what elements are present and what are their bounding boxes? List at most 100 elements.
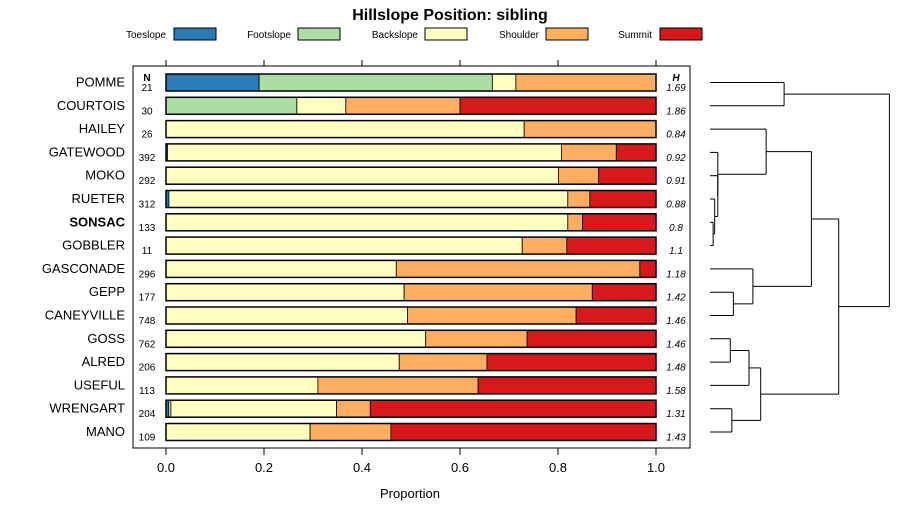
x-tick-label: 0.2 [255, 460, 273, 475]
bar-segment-shoulder [567, 190, 591, 208]
x-axis-label: Proportion [380, 486, 440, 501]
bar-outline [165, 73, 657, 92]
bar-segment-summit [459, 96, 657, 115]
bar-segment-backslope [165, 306, 408, 325]
h-value: 1.18 [666, 269, 686, 280]
h-value: 0.91 [666, 176, 685, 187]
bar-segment-backslope [165, 259, 397, 278]
row-label: CANEYVILLE [45, 308, 126, 323]
bar-segment-summit [639, 259, 657, 278]
bar-outline [165, 143, 657, 162]
bar-segment-shoulder [398, 353, 488, 372]
legend-swatch [424, 27, 468, 41]
bar-outline [165, 306, 657, 325]
row-label: MOKO [85, 168, 125, 183]
row-label: ALRED [82, 354, 125, 369]
legend-label: Toeslope [126, 30, 166, 41]
legend: Toeslope Footslope Backslope Shoulder Summit [126, 27, 703, 41]
bar-row: RUETER 312 0.88 [72, 189, 686, 211]
row-label: HAILEY [79, 121, 126, 136]
row-label: WRENGART [49, 401, 125, 416]
bar-segment-shoulder [521, 236, 568, 255]
bar-segment-shoulder [403, 283, 593, 302]
bar-segment-backslope [165, 236, 523, 255]
bar-segment-shoulder [567, 213, 583, 232]
h-value: 1.58 [666, 386, 686, 397]
bar-segment-backslope [165, 353, 400, 372]
bar-row: GOBBLER 11 1.1 [62, 236, 683, 257]
bar-segment-backslope [168, 190, 569, 208]
bar-segment-shoulder [523, 120, 657, 138]
legend-label: Backslope [372, 30, 419, 41]
h-value: 1.48 [666, 363, 686, 374]
n-value: 133 [139, 223, 156, 234]
bar-row: MOKO 292 0.91 [85, 166, 686, 187]
n-value: 177 [139, 293, 156, 304]
row-label: GOBBLER [62, 238, 125, 253]
n-value: 113 [139, 386, 155, 397]
legend-swatch [545, 27, 589, 41]
row-label: GASCONADE [42, 261, 125, 276]
bar-segment-shoulder [395, 259, 641, 278]
bar-outline [165, 96, 657, 116]
bar-row: GEPP 177 1.42 [89, 282, 686, 304]
bar-outline [165, 329, 657, 349]
legend-swatch [173, 27, 217, 41]
bar-row: GOSS 762 1.46 [87, 329, 686, 350]
bar-outline [165, 352, 657, 372]
bar-segment-backslope [167, 143, 562, 162]
bar-segment-shoulder [425, 329, 528, 348]
bar-segment-footslope [165, 96, 298, 115]
bar-segment-backslope [296, 96, 347, 115]
n-value: 11 [142, 246, 153, 257]
x-tick-label: 0.6 [451, 460, 469, 475]
bar-segment-toeslope [165, 73, 260, 92]
bar-segment-summit [582, 213, 657, 232]
bar-segment-shoulder [345, 96, 461, 115]
n-value: 296 [139, 269, 156, 280]
legend-label: Shoulder [499, 30, 540, 41]
n-value: 204 [139, 409, 156, 420]
plot-frame [132, 65, 691, 449]
bar-segment-footslope [258, 73, 493, 92]
bar-row: CANEYVILLE 748 1.46 [45, 306, 686, 327]
bar-segment-summit [390, 423, 657, 441]
n-value: 292 [139, 176, 156, 187]
n-value: 21 [141, 83, 153, 94]
row-label: GEPP [89, 284, 125, 299]
h-value: 0.84 [666, 130, 686, 141]
bar-segment-shoulder [561, 143, 617, 162]
bar-row: ALRED 206 1.48 [82, 352, 686, 374]
n-column-header: N [143, 73, 150, 84]
bar-segment-backslope [170, 399, 337, 418]
bar-segment-backslope [165, 166, 559, 185]
chart-title: Hillslope Position: sibling [352, 7, 548, 24]
bar-segment-summit [486, 353, 657, 372]
n-value: 748 [139, 316, 156, 327]
bar-segment-summit [591, 283, 657, 302]
bar-segment-summit [598, 166, 657, 185]
bar-row: USEFUL 113 1.58 [74, 376, 686, 397]
bar-segment-backslope [165, 120, 525, 138]
bar-outline [165, 422, 657, 442]
bar-row: GASCONADE 296 1.18 [42, 259, 686, 280]
bar-outline [165, 189, 657, 209]
bar-row: POMME 21 1.69 [76, 73, 686, 94]
bar-segment-shoulder [309, 423, 392, 441]
n-value: 26 [141, 130, 153, 141]
bar-segment-shoulder [407, 306, 577, 325]
bar-row: GATEWOOD 392 0.92 [49, 143, 686, 164]
legend-swatch [297, 27, 341, 41]
row-label: RUETER [72, 191, 125, 206]
bar-segment-shoulder [317, 376, 479, 395]
dendrogram [710, 82, 890, 433]
bar-segment-backslope [165, 213, 569, 232]
bar-row: SONSAC 133 0.8 [69, 213, 683, 234]
bar-segment-summit [526, 329, 657, 348]
n-value: 312 [139, 200, 156, 211]
bar-outline [165, 282, 657, 302]
bar-row: WRENGART 204 1.31 [49, 399, 686, 420]
x-axis: 0.0 0.2 0.4 0.6 0.8 1.0 [157, 60, 665, 475]
x-tick-label: 0.0 [157, 460, 175, 475]
n-value: 30 [141, 106, 153, 117]
